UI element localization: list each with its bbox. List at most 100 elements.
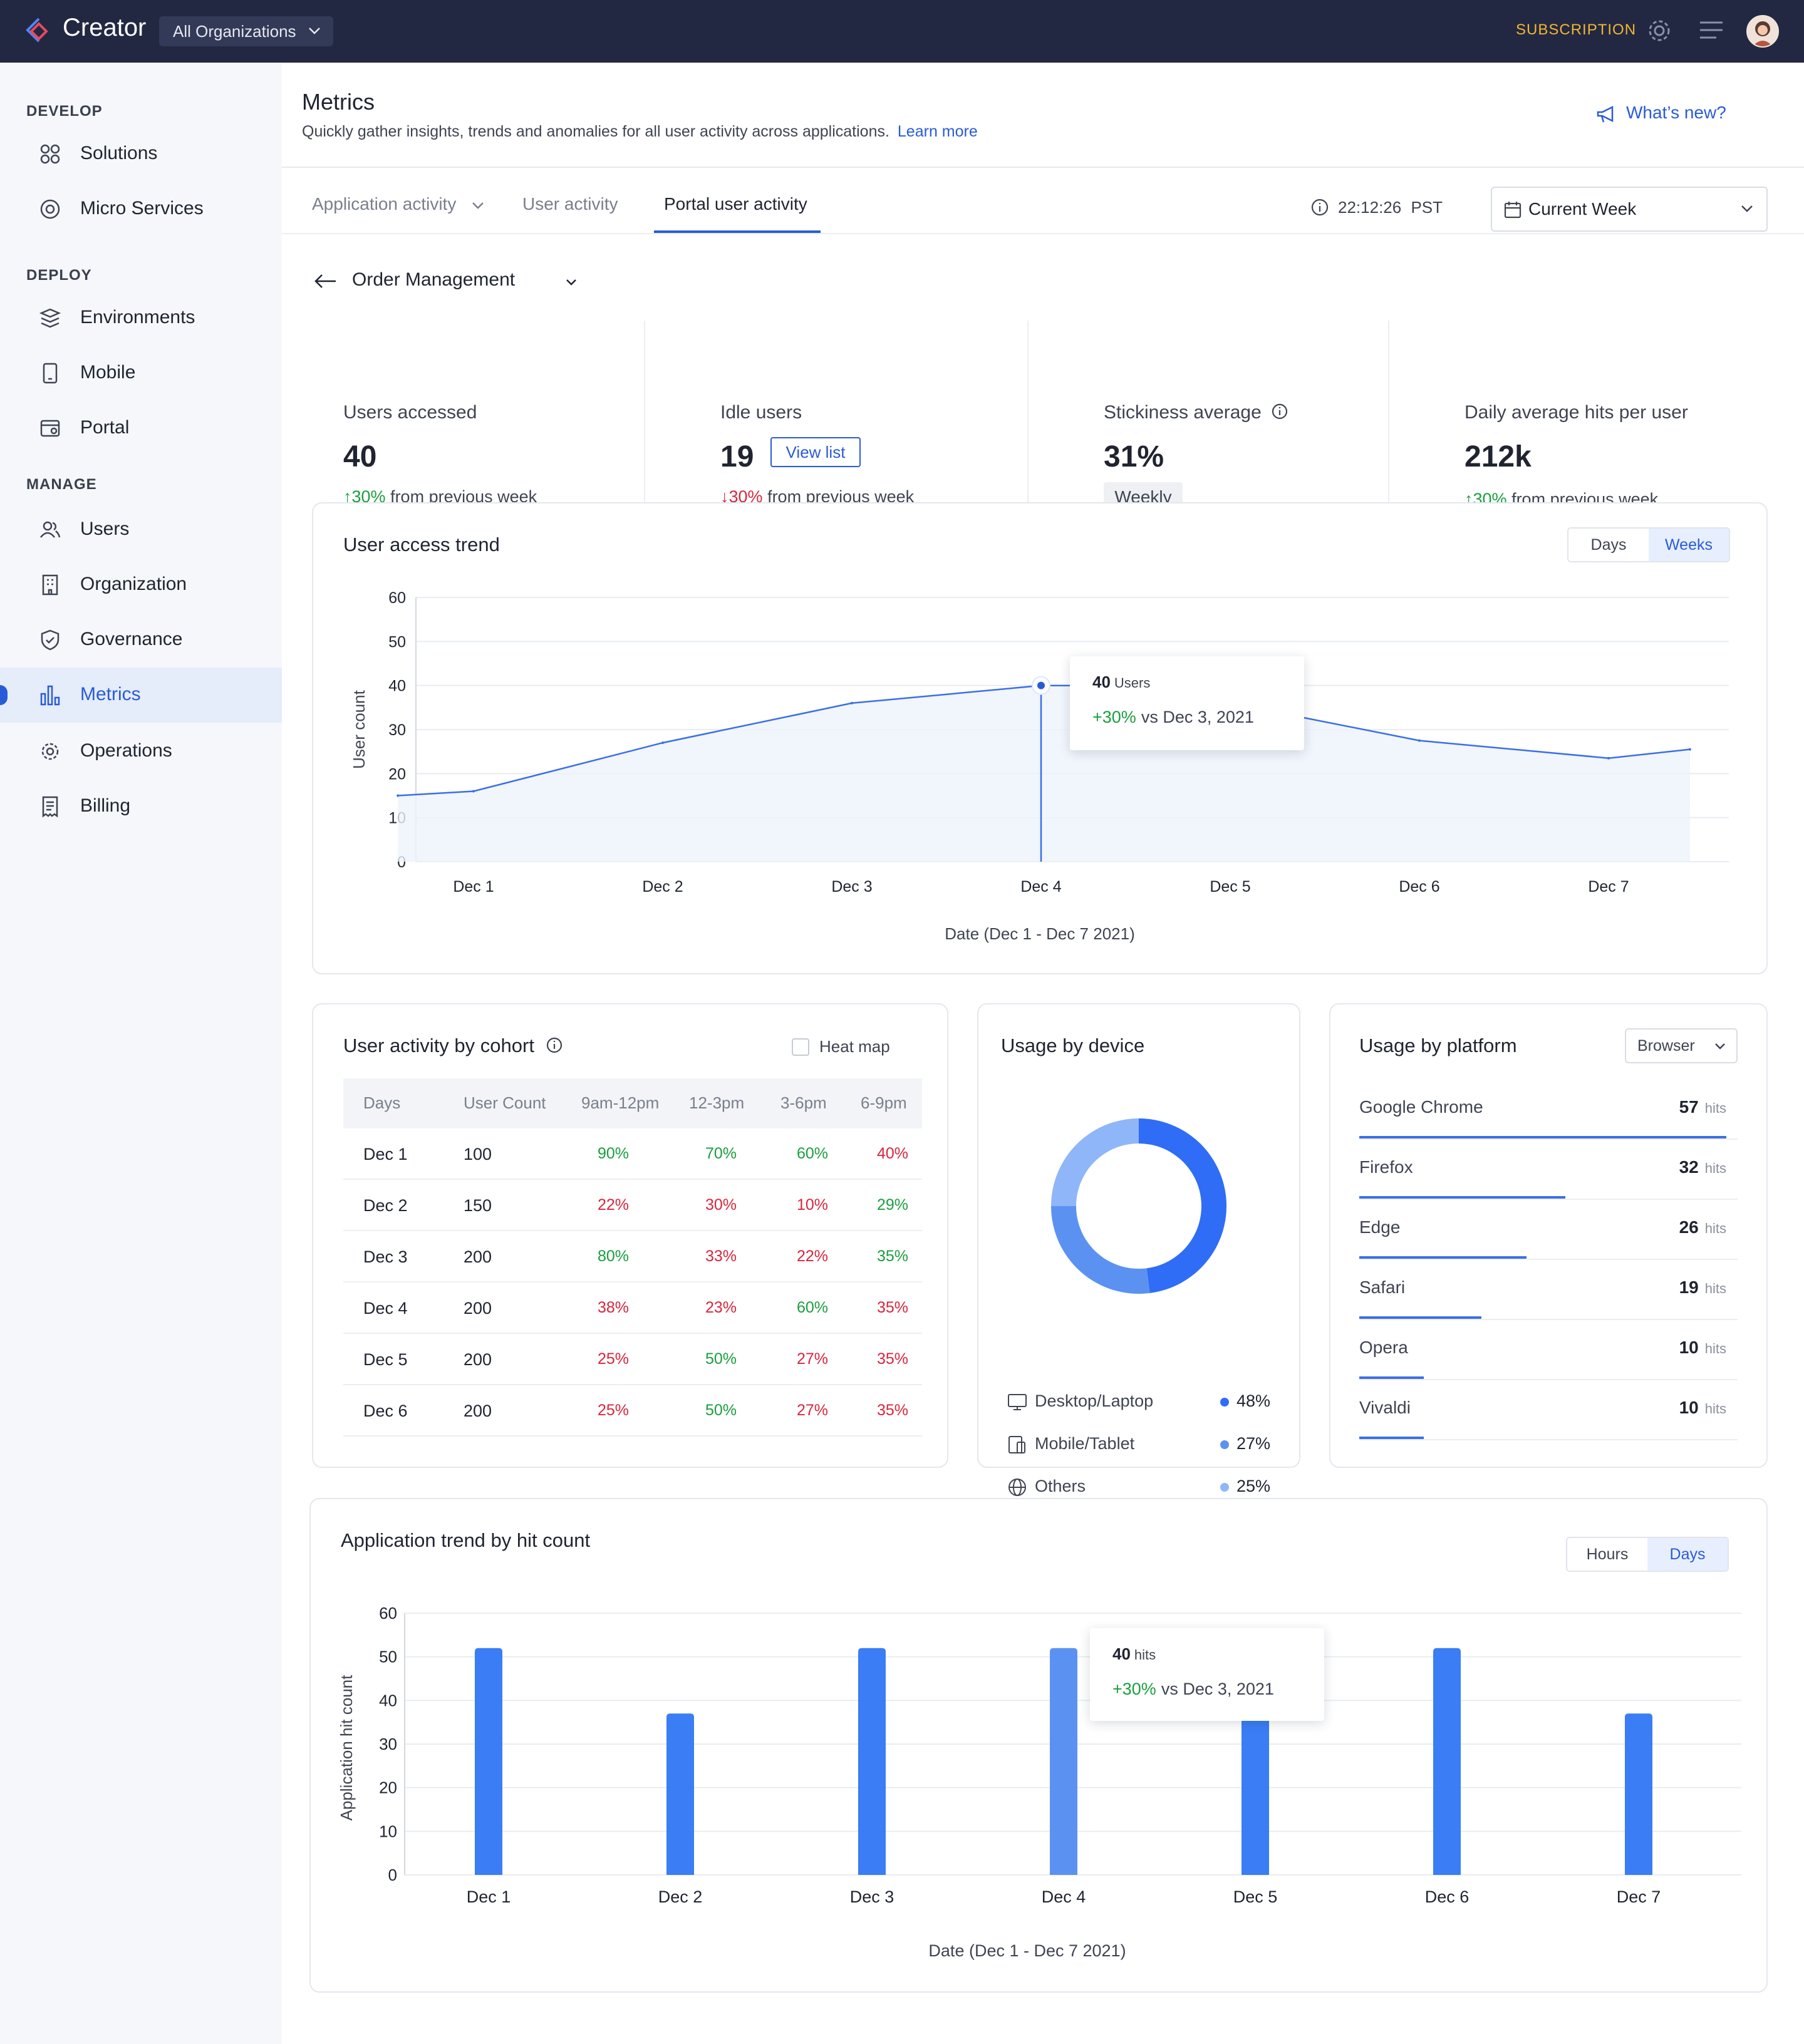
sidebar-item-operations[interactable]: Operations xyxy=(0,724,282,779)
platform-name: Vivaldi xyxy=(1359,1398,1411,1417)
legend-label: Desktop/Laptop xyxy=(1035,1391,1154,1410)
shield-icon xyxy=(41,629,60,651)
y-axis-label: User count xyxy=(350,689,368,768)
tab-user-activity[interactable]: User activity xyxy=(522,194,618,214)
heat-map-toggle[interactable]: Heat map xyxy=(792,1037,890,1056)
bar[interactable] xyxy=(666,1713,694,1875)
cell-percentage: 60% xyxy=(797,1145,829,1162)
y-tick-label: 60 xyxy=(379,1604,397,1623)
bar[interactable] xyxy=(1242,1713,1269,1875)
info-icon[interactable] xyxy=(545,1036,564,1055)
line-point xyxy=(397,794,400,797)
page-subtitle: Quickly gather insights, trends and anom… xyxy=(302,123,978,141)
donut-slice[interactable] xyxy=(1051,1206,1150,1294)
menu-lines-icon[interactable] xyxy=(1698,18,1725,43)
y-tick-label: 10 xyxy=(379,1822,397,1840)
donut-slice[interactable] xyxy=(1139,1118,1227,1293)
platform-hits: 10 hits xyxy=(1679,1398,1726,1418)
sidebar-item-portal[interactable]: Portal xyxy=(0,401,282,456)
info-icon[interactable] xyxy=(1270,402,1289,421)
cell-percentage: 70% xyxy=(705,1145,737,1162)
tooltip-compare: +30% vs Dec 3, 2021 xyxy=(1092,708,1254,727)
bar[interactable] xyxy=(1050,1648,1077,1875)
line-point xyxy=(661,741,664,745)
bar[interactable] xyxy=(858,1648,886,1875)
bar[interactable] xyxy=(1433,1648,1461,1875)
platform-type-selector[interactable]: Browser xyxy=(1625,1028,1738,1063)
platform-usage-card: Usage by platform Browser Google Chrome 5… xyxy=(1329,1003,1768,1468)
active-tab-underline xyxy=(654,230,821,233)
page-subtitle-text: Quickly gather insights, trends and anom… xyxy=(302,123,889,140)
cell-percentage: 33% xyxy=(705,1247,737,1265)
user-avatar[interactable] xyxy=(1746,15,1779,48)
platform-hits: 32 hits xyxy=(1679,1157,1726,1177)
platform-hits: 10 hits xyxy=(1679,1338,1726,1358)
kpi-divider xyxy=(644,321,645,527)
toggle-weeks[interactable]: Weeks xyxy=(1649,529,1729,561)
highlight-point[interactable] xyxy=(1037,681,1045,689)
kpi-label: Idle users xyxy=(720,402,802,423)
platform-name: Edge xyxy=(1359,1217,1401,1237)
period-selector[interactable]: Current Week xyxy=(1491,187,1768,232)
sidebar-item-metrics[interactable]: Metrics xyxy=(0,668,282,723)
bar[interactable] xyxy=(1625,1713,1652,1875)
sidebar-item-billing[interactable]: Billing xyxy=(0,779,282,834)
user-access-trend-card: User access trend Days Weeks 0 10 20 30 40 50… xyxy=(312,502,1768,974)
chevron-down-icon[interactable] xyxy=(565,278,578,287)
sidebar-item-micro-services[interactable]: Micro Services xyxy=(0,182,282,237)
donut-slice[interactable] xyxy=(1051,1118,1139,1206)
x-tick-label: Dec 2 xyxy=(658,1887,703,1906)
sidebar-item-users[interactable]: Users xyxy=(0,502,282,557)
y-axis-label: Application hit count xyxy=(337,1675,356,1820)
sidebar-item-mobile[interactable]: Mobile xyxy=(0,346,282,401)
sidebar-item-organization[interactable]: Organization xyxy=(0,557,282,612)
tab-portal-user-activity[interactable]: Portal user activity xyxy=(664,194,807,214)
cell-percentage: 50% xyxy=(705,1350,737,1368)
tab-application-activity[interactable]: Application activity xyxy=(312,194,485,214)
cell-percentage: 29% xyxy=(877,1196,909,1214)
line-point xyxy=(1418,739,1421,742)
breadcrumb-app-name[interactable]: Order Management xyxy=(352,269,516,290)
subscription-link[interactable]: SUBSCRIPTION xyxy=(1516,21,1637,38)
kpi-idle-users: Idle users 19 View list ↓30% from previo… xyxy=(720,321,1021,527)
device-legend-desktop: Desktop/Laptop 48% xyxy=(1007,1390,1270,1415)
line-chart-tooltip: 40 Users +30% vs Dec 3, 2021 xyxy=(1070,656,1304,750)
view-list-button[interactable]: View list xyxy=(770,437,861,467)
bar[interactable] xyxy=(475,1648,502,1875)
platform-bar xyxy=(1359,1256,1527,1259)
creator-logo-icon[interactable] xyxy=(24,16,54,46)
learn-more-link[interactable]: Learn more xyxy=(897,123,978,140)
heat-map-checkbox[interactable] xyxy=(792,1038,809,1056)
toggle-days[interactable]: Days xyxy=(1590,536,1627,554)
page-title: Metrics xyxy=(302,89,375,115)
down-arrow-icon: ↓ xyxy=(720,487,729,506)
platform-hits-unit: hits xyxy=(1704,1281,1726,1296)
back-arrow-icon[interactable] xyxy=(313,272,338,291)
sidebar-item-environments[interactable]: Environments xyxy=(0,291,282,346)
cell-percentage: 50% xyxy=(705,1401,737,1419)
toggle-days[interactable]: Days xyxy=(1647,1538,1728,1571)
cell-day: Dec 2 xyxy=(363,1196,408,1215)
whats-new-link[interactable]: What’s new? xyxy=(1597,103,1726,123)
organization-selector[interactable]: All Organizations xyxy=(159,16,333,46)
cell-percentage: 80% xyxy=(598,1247,630,1265)
platform-bar xyxy=(1359,1437,1424,1439)
server-time: 22:12:26 PST xyxy=(1311,198,1443,217)
cell-percentage: 25% xyxy=(598,1350,630,1368)
y-tick-label: 50 xyxy=(379,1648,397,1666)
y-tick-label: 20 xyxy=(388,765,406,783)
x-tick-label: Dec 1 xyxy=(467,1887,511,1906)
sidebar-item-governance[interactable]: Governance xyxy=(0,612,282,668)
legend-dot xyxy=(1220,1440,1229,1449)
platform-type-label: Browser xyxy=(1637,1037,1695,1055)
sidebar-item-label: Micro Services xyxy=(80,198,204,219)
receipt-icon xyxy=(42,796,58,818)
sidebar-item-solutions[interactable]: Solutions xyxy=(0,126,282,182)
settings-gear-icon[interactable] xyxy=(1645,16,1674,45)
tooltip-value: 40 hits xyxy=(1112,1644,1156,1663)
cell-percentage: 90% xyxy=(598,1145,630,1162)
device-legend-others: Others 25% xyxy=(1007,1475,1270,1500)
cell-percentage: 22% xyxy=(598,1196,630,1214)
toggle-hours[interactable]: Hours xyxy=(1586,1546,1629,1563)
platform-row: Edge 26 hits xyxy=(1359,1210,1738,1260)
